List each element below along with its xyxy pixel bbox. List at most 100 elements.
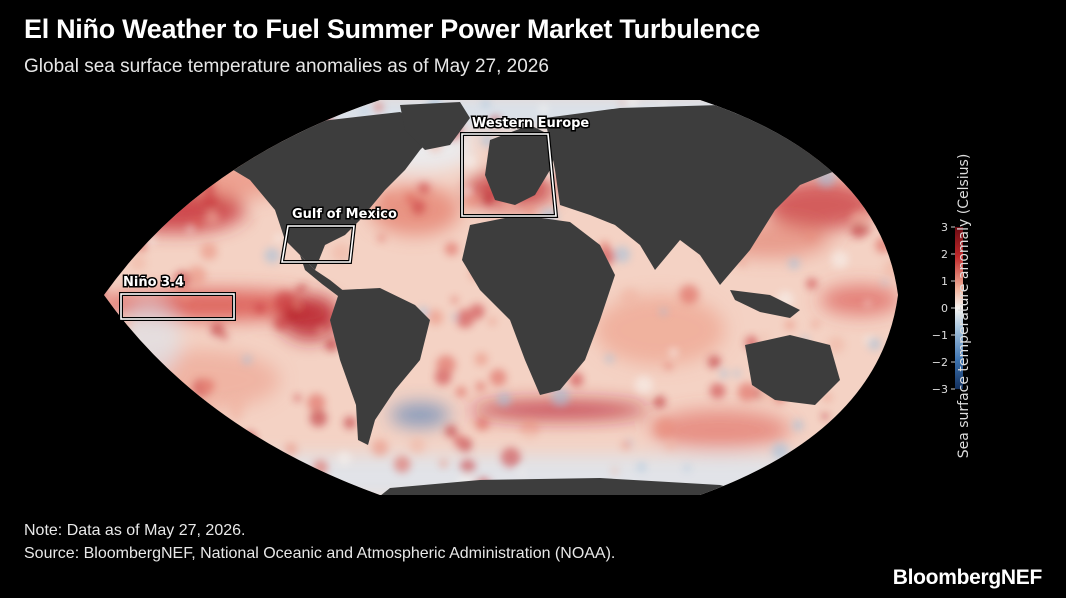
ocean-texture-speck	[231, 111, 239, 119]
ocean-texture-speck	[665, 439, 677, 450]
colorbar-ramp	[955, 227, 963, 389]
ocean-texture-speck	[864, 300, 871, 307]
ocean-texture-speck	[719, 369, 729, 379]
source-note: Source: BloombergNEF, National Oceanic a…	[24, 545, 616, 562]
colorbar-tick-label: −2	[932, 356, 948, 369]
ocean-texture-speck	[771, 442, 789, 460]
ocean-texture-speck	[309, 409, 328, 427]
ocean-texture-speck	[312, 460, 328, 475]
ocean-texture-speck	[827, 336, 845, 354]
ocean-texture-speck	[220, 332, 228, 340]
ocean-texture-speck	[524, 428, 535, 439]
ocean-texture-speck	[874, 209, 882, 217]
ocean-texture-speck	[881, 279, 889, 286]
ocean-texture-speck	[428, 309, 439, 319]
ocean-texture-speck	[434, 368, 452, 386]
ocean-texture-speck	[460, 459, 476, 475]
ocean-texture-speck	[124, 401, 145, 421]
ocean-texture-speck	[409, 437, 426, 454]
ocean-texture-speck	[665, 362, 672, 370]
ocean-texture-speck	[761, 334, 768, 341]
ocean-texture-speck	[451, 313, 458, 321]
ocean-texture-speck	[876, 483, 887, 494]
ocean-texture-speck	[737, 382, 757, 402]
ocean-texture-speck	[733, 369, 741, 378]
ocean-texture-speck	[242, 355, 252, 365]
ocean-texture-speck	[411, 199, 426, 215]
ocean-texture-speck	[707, 355, 721, 369]
colorbar-title: Sea surface temperature anomaly (Celsius…	[956, 153, 972, 459]
ocean-texture-speck	[130, 254, 146, 271]
ocean-texture-speck	[189, 169, 201, 181]
ocean-texture-speck	[474, 352, 488, 366]
ocean-texture-speck	[805, 231, 816, 241]
ocean-texture-speck	[104, 286, 107, 299]
central-america	[300, 255, 345, 296]
antarctica	[380, 478, 760, 495]
footnote: Note: Data as of May 27, 2026.	[24, 522, 246, 539]
ocean-texture-speck	[833, 431, 850, 449]
ocean-texture-speck	[135, 233, 147, 245]
ocean-texture-speck	[875, 166, 884, 175]
colorbar-tick-label: 3	[941, 221, 948, 234]
ocean-texture-speck	[274, 316, 289, 331]
ocean-texture-speck	[444, 242, 459, 256]
ocean-texture-speck	[152, 160, 161, 168]
ocean-texture-speck	[310, 474, 317, 481]
ocean-texture-speck	[405, 193, 416, 204]
ocean-texture-speck	[634, 375, 654, 395]
ocean-texture-speck	[202, 182, 215, 195]
ocean-texture-speck	[111, 153, 128, 169]
ocean-texture-speck	[146, 235, 156, 246]
region-label-gulf-of-mexico: Gulf of Mexico	[292, 207, 397, 222]
ocean-texture-speck	[856, 395, 864, 403]
north-america	[205, 112, 440, 270]
ocean-texture-speck	[811, 320, 819, 329]
ocean-texture-speck	[284, 307, 301, 323]
ocean-texture-speck	[332, 491, 339, 495]
ocean-texture-speck	[275, 291, 295, 312]
ocean-texture-speck	[538, 104, 549, 115]
ocean-texture-speck	[156, 139, 166, 148]
ocean-texture-speck	[654, 417, 675, 438]
ocean-texture-speck	[621, 440, 631, 450]
ocean-texture-speck	[444, 425, 458, 438]
ocean-texture-speck	[204, 209, 220, 225]
ocean-texture-speck	[253, 463, 268, 478]
ocean-texture-speck	[210, 322, 225, 337]
ocean-texture-speck	[264, 247, 280, 264]
ocean-texture-speck	[625, 100, 639, 108]
ocean-texture-speck	[197, 163, 215, 180]
ocean-texture-speck	[230, 483, 243, 495]
ocean-texture-speck	[620, 287, 639, 307]
ocean-texture-speck	[784, 320, 795, 330]
ocean-texture-speck	[868, 337, 881, 351]
ocean-texture-speck	[668, 347, 679, 358]
ocean-texture-speck	[823, 393, 832, 402]
ocean-texture-speck	[164, 385, 181, 402]
ocean-texture-speck	[475, 416, 490, 431]
ocean-texture-speck	[879, 100, 887, 106]
ocean-texture-speck	[569, 372, 584, 387]
colorbar: 3 2 1 0 −1 −2 −3	[932, 221, 963, 396]
ocean-texture-speck	[482, 193, 494, 205]
ocean-texture-speck	[463, 155, 477, 169]
ocean-texture-speck	[637, 462, 646, 472]
ocean-texture-speck	[383, 194, 393, 204]
ocean-texture-speck	[766, 471, 778, 483]
ocean-texture-speck	[475, 381, 486, 392]
colorbar-tick-label: −3	[932, 383, 948, 396]
ocean-texture-speck	[679, 284, 699, 304]
ocean-texture-speck	[788, 257, 800, 270]
ocean-texture-speck	[489, 369, 507, 387]
ocean-texture-speck	[373, 102, 384, 112]
ocean-texture-speck	[242, 431, 256, 445]
ocean-texture-speck	[276, 467, 288, 479]
ocean-texture-speck	[490, 115, 501, 126]
ocean-texture-speck	[228, 395, 245, 413]
ocean-texture-speck	[455, 386, 467, 398]
region-gulf-of-mexico: Gulf of Mexico	[279, 206, 398, 264]
ocean-texture-speck	[792, 419, 804, 431]
ocean-texture-speck	[168, 175, 186, 193]
